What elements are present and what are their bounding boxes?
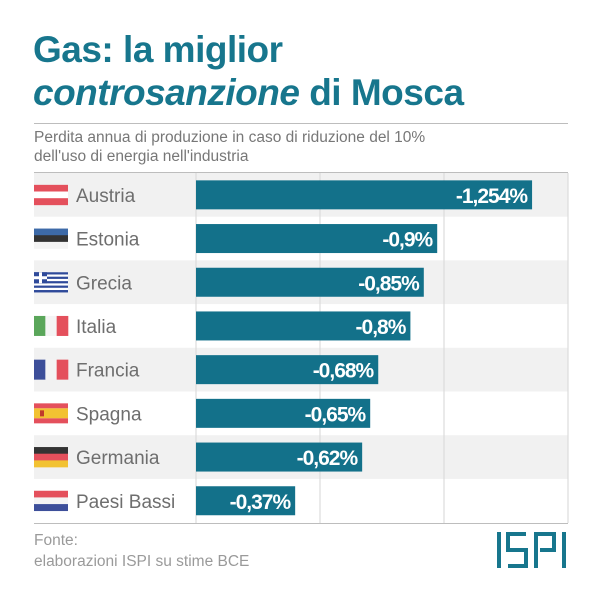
flag-stripe [34,191,68,199]
flag-stripe [34,228,68,236]
category-label: Germania [76,448,160,469]
flag-stripe [34,460,68,468]
category-label: Grecia [76,273,132,294]
bar [196,486,296,516]
data-label: -0,68% [313,360,375,383]
ispi-logo [497,532,566,568]
flag-stripe [34,278,68,282]
france-flag [34,359,69,380]
flag-stripe [34,283,68,286]
flag-stripe [34,359,46,380]
flag-stripe [45,315,57,336]
greece-flag [34,272,68,293]
germany-flag [34,447,68,468]
flag-stripe [34,276,68,280]
bar [196,355,379,385]
estonia-flag [34,228,68,249]
flag-stripe [56,315,69,336]
chart-top-rule [34,172,568,173]
chart-bottom-rule [34,523,568,524]
flag-emblem [40,410,44,417]
flag-stripe [34,504,68,512]
category-label: Paesi Bassi [76,492,175,513]
category-label: Francia [76,361,140,382]
flag-stripe [34,274,68,277]
data-label: -0,37% [230,491,292,514]
data-label: -0,9% [382,229,433,252]
bar [196,442,363,472]
chart-title: Gas: la miglior controsanzione di Mosca [33,28,464,114]
flag-stripe [34,281,68,284]
flag-stripe [34,285,68,289]
flag-stripe [34,287,68,291]
flag-stripe [34,408,68,419]
title-italic: controsanzione [33,72,300,113]
flag-stripe [34,447,68,455]
source-label: Fonte: [34,532,78,549]
flag-stripe [34,241,68,249]
bar [196,398,371,428]
netherlands-flag [34,490,68,512]
chart-subtitle: Perdita annua di produzione in caso di r… [34,128,425,166]
flag-stripe [34,290,68,293]
title-divider [34,123,568,124]
flag-stripe [34,235,68,243]
subtitle-line1: Perdita annua di produzione in caso di r… [34,129,426,146]
source-text: elaborazioni ISPI su stime BCE [34,553,250,570]
bar [196,267,424,297]
flag-stripe [34,453,68,461]
flag-stripe [34,490,68,498]
austria-flag [34,184,68,206]
data-label: -0,8% [356,316,407,339]
italy-flag [34,315,69,336]
bar [196,311,411,341]
category-label: Spagna [76,404,142,425]
flag-stripe [34,497,68,505]
data-label: -0,65% [305,403,367,426]
bar [196,180,533,210]
flag-cross [34,276,47,280]
title-line2: di Mosca [299,72,464,113]
spain-flag [34,403,68,424]
data-label: -0,62% [297,447,359,470]
flag-stripe [34,272,68,275]
category-label: Austria [76,186,136,207]
data-label: -0,85% [358,272,420,295]
flag-stripe [34,315,46,336]
flag-stripe [56,359,69,380]
flag-stripe [34,418,68,424]
source-note: Fonte: elaborazioni ISPI su stime BCE [34,530,249,572]
flag-stripe [34,184,68,192]
flag-stripe [45,359,57,380]
title-line1: Gas: la miglior [33,29,283,70]
bar [196,224,438,254]
subtitle-line2: dell'uso di energia nell'industria [34,148,249,165]
data-label: -1,254% [456,185,529,208]
flag-stripe [34,198,68,206]
category-label: Italia [76,317,117,338]
flag-stripe [34,403,68,409]
category-label: Estonia [76,230,140,251]
